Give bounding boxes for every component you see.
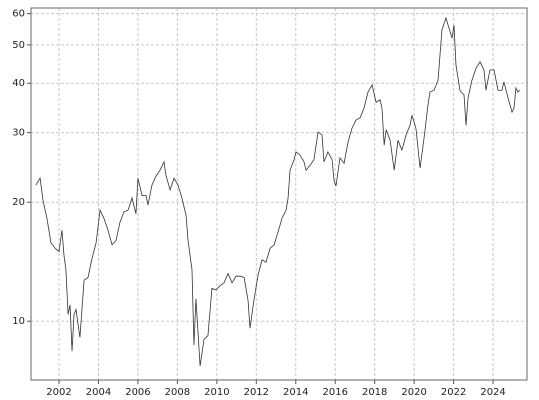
price-line: [35, 16, 521, 367]
y-tick-label: 30: [12, 128, 25, 139]
y-tick-label: 20: [12, 197, 25, 208]
y-tick-label: 10: [12, 316, 25, 327]
plot-frame: [30, 7, 528, 381]
y-tick-label: 60: [12, 9, 25, 20]
y-tick-label: 40: [12, 78, 25, 89]
x-tick-label: 2006: [125, 387, 150, 398]
x-tick-label: 2014: [283, 387, 308, 398]
x-tick-label: 2016: [323, 387, 348, 398]
x-tick-label: 2012: [244, 387, 269, 398]
x-tick-label: 2004: [86, 387, 111, 398]
x-tick-label: 2008: [165, 387, 190, 398]
x-tick-label: 2022: [441, 387, 466, 398]
y-tick-label: 50: [12, 40, 25, 51]
x-tick-label: 2002: [46, 387, 71, 398]
x-tick-label: 2020: [401, 387, 426, 398]
x-tick-label: 2024: [480, 387, 505, 398]
x-tick-label: 2010: [204, 387, 229, 398]
x-tick-label: 2018: [362, 387, 387, 398]
